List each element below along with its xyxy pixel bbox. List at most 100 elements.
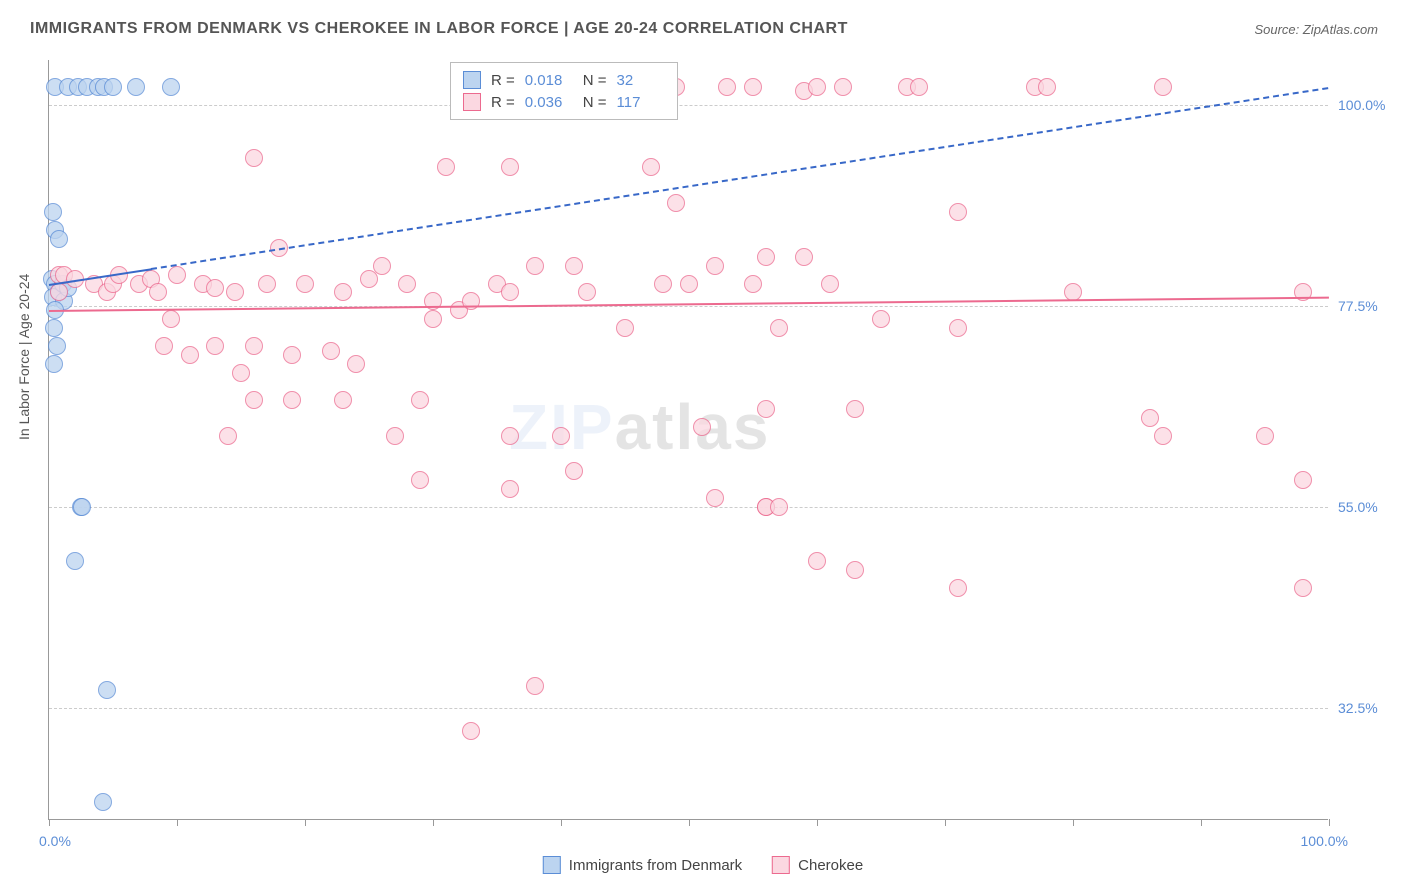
data-point bbox=[1294, 471, 1312, 489]
data-point bbox=[706, 489, 724, 507]
watermark: ZIPatlas bbox=[509, 390, 770, 464]
trend-line bbox=[151, 87, 1329, 270]
gridline bbox=[49, 507, 1328, 508]
data-point bbox=[44, 203, 62, 221]
data-point bbox=[462, 292, 480, 310]
data-point bbox=[757, 248, 775, 266]
chart-title: IMMIGRANTS FROM DENMARK VS CHEROKEE IN L… bbox=[30, 20, 848, 38]
x-axis-max-label: 100.0% bbox=[1301, 833, 1348, 849]
data-point bbox=[296, 275, 314, 293]
x-tick bbox=[49, 819, 50, 826]
data-point bbox=[1038, 78, 1056, 96]
data-point bbox=[501, 427, 519, 445]
x-tick bbox=[1329, 819, 1330, 826]
data-point bbox=[334, 391, 352, 409]
n-label: N = bbox=[583, 72, 607, 89]
series-swatch bbox=[463, 71, 481, 89]
data-point bbox=[552, 427, 570, 445]
data-point bbox=[462, 722, 480, 740]
x-tick bbox=[177, 819, 178, 826]
data-point bbox=[770, 498, 788, 516]
data-point bbox=[206, 337, 224, 355]
data-point bbox=[744, 78, 762, 96]
data-point bbox=[411, 391, 429, 409]
data-point bbox=[424, 310, 442, 328]
r-value: 0.036 bbox=[525, 94, 573, 111]
legend-label: Immigrants from Denmark bbox=[569, 857, 742, 874]
n-value: 32 bbox=[617, 72, 665, 89]
data-point bbox=[501, 480, 519, 498]
data-point bbox=[98, 681, 116, 699]
data-point bbox=[50, 283, 68, 301]
data-point bbox=[45, 355, 63, 373]
data-point bbox=[437, 158, 455, 176]
gridline bbox=[49, 105, 1328, 106]
gridline bbox=[49, 306, 1328, 307]
data-point bbox=[949, 203, 967, 221]
data-point bbox=[565, 462, 583, 480]
data-point bbox=[245, 337, 263, 355]
data-point bbox=[770, 319, 788, 337]
data-point bbox=[104, 78, 122, 96]
data-point bbox=[398, 275, 416, 293]
data-point bbox=[808, 552, 826, 570]
data-point bbox=[667, 194, 685, 212]
data-point bbox=[949, 579, 967, 597]
y-axis-title: In Labor Force | Age 20-24 bbox=[16, 274, 32, 440]
data-point bbox=[642, 158, 660, 176]
series-swatch bbox=[463, 93, 481, 111]
data-point bbox=[501, 158, 519, 176]
data-point bbox=[50, 230, 68, 248]
data-point bbox=[386, 427, 404, 445]
data-point bbox=[693, 418, 711, 436]
data-point bbox=[155, 337, 173, 355]
x-axis-min-label: 0.0% bbox=[39, 833, 71, 849]
data-point bbox=[795, 248, 813, 266]
x-tick bbox=[433, 819, 434, 826]
y-tick-label: 32.5% bbox=[1338, 700, 1398, 716]
data-point bbox=[808, 78, 826, 96]
correlation-stats-box: R = 0.018 N = 32 R =0.036N =117 bbox=[450, 62, 678, 120]
data-point bbox=[1294, 579, 1312, 597]
y-tick-label: 55.0% bbox=[1338, 499, 1398, 515]
x-tick bbox=[689, 819, 690, 826]
stats-row: R =0.036N =117 bbox=[463, 91, 665, 113]
data-point bbox=[347, 355, 365, 373]
stats-row: R = 0.018 N = 32 bbox=[463, 69, 665, 91]
data-point bbox=[949, 319, 967, 337]
data-point bbox=[411, 471, 429, 489]
x-tick bbox=[1073, 819, 1074, 826]
data-point bbox=[910, 78, 928, 96]
data-point bbox=[94, 793, 112, 811]
legend-item: Immigrants from Denmark bbox=[543, 856, 742, 874]
data-point bbox=[206, 279, 224, 297]
data-point bbox=[245, 391, 263, 409]
x-tick bbox=[305, 819, 306, 826]
trend-line bbox=[49, 297, 1329, 312]
r-value: 0.018 bbox=[525, 72, 573, 89]
data-point bbox=[258, 275, 276, 293]
data-point bbox=[73, 498, 91, 516]
data-point bbox=[872, 310, 890, 328]
data-point bbox=[718, 78, 736, 96]
data-point bbox=[846, 400, 864, 418]
legend-label: Cherokee bbox=[798, 857, 863, 874]
y-tick-label: 100.0% bbox=[1338, 97, 1398, 113]
plot-area: ZIPatlas 0.0% 100.0% 32.5%55.0%77.5%100.… bbox=[48, 60, 1328, 820]
data-point bbox=[1154, 427, 1172, 445]
r-label: R = bbox=[491, 72, 515, 89]
source-attribution: Source: ZipAtlas.com bbox=[1254, 22, 1378, 37]
data-point bbox=[219, 427, 237, 445]
data-point bbox=[1256, 427, 1274, 445]
data-point bbox=[616, 319, 634, 337]
data-point bbox=[373, 257, 391, 275]
x-tick bbox=[817, 819, 818, 826]
x-tick bbox=[561, 819, 562, 826]
data-point bbox=[334, 283, 352, 301]
data-point bbox=[706, 257, 724, 275]
data-point bbox=[283, 391, 301, 409]
data-point bbox=[232, 364, 250, 382]
legend-swatch bbox=[543, 856, 561, 874]
y-tick-label: 77.5% bbox=[1338, 298, 1398, 314]
x-tick bbox=[945, 819, 946, 826]
